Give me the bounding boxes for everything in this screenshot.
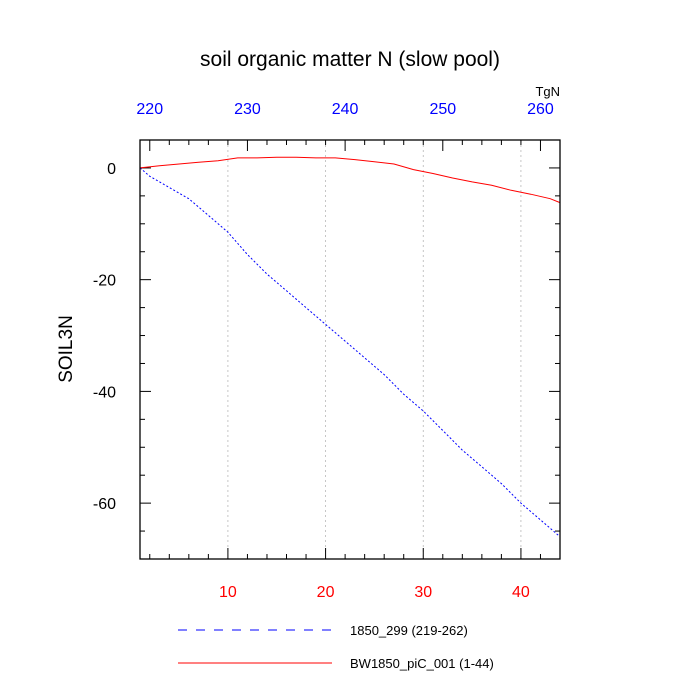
chart-title: soil organic matter N (slow pool) (200, 48, 500, 71)
series-line-1 (139, 167, 561, 538)
x-bottom-tick-label: 20 (317, 584, 335, 601)
x-bottom-tick-label: 10 (219, 584, 237, 601)
tick-labels: 10 20 30 40 220 230 240 250 260 0 -20 -40 -60 (93, 101, 554, 601)
grid-lines (227, 140, 522, 559)
x-bottom-tick-label: 40 (512, 584, 530, 601)
x-top-tick-label: 240 (332, 101, 359, 118)
y-tick-label: -60 (93, 496, 116, 513)
axis-ticks (140, 139, 561, 560)
units-label: TgN (535, 84, 560, 99)
legend-label-2: BW1850_piC_001 (1-44) (350, 656, 494, 671)
y-tick-label: -40 (93, 384, 116, 401)
y-tick-label: 0 (107, 161, 116, 178)
legend-label-1: 1850_299 (219-262) (350, 623, 468, 638)
x-top-tick-label: 260 (527, 101, 554, 118)
series-lines (139, 156, 561, 538)
y-axis-label: SOIL3N (56, 315, 77, 383)
x-top-tick-label: 250 (429, 101, 456, 118)
x-top-tick-label: 220 (136, 101, 163, 118)
series-line-2 (139, 156, 561, 204)
plot-frame (139, 139, 561, 560)
x-bottom-tick-label: 30 (414, 584, 432, 601)
legend: 1850_299 (219-262) BW1850_piC_001 (1-44) (178, 623, 494, 671)
x-top-tick-label: 230 (234, 101, 261, 118)
y-tick-label: -20 (93, 273, 116, 290)
